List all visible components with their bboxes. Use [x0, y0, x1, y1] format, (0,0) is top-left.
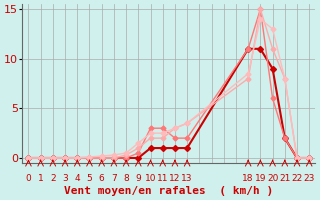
X-axis label: Vent moyen/en rafales  ( km/h ): Vent moyen/en rafales ( km/h ) — [64, 186, 274, 196]
